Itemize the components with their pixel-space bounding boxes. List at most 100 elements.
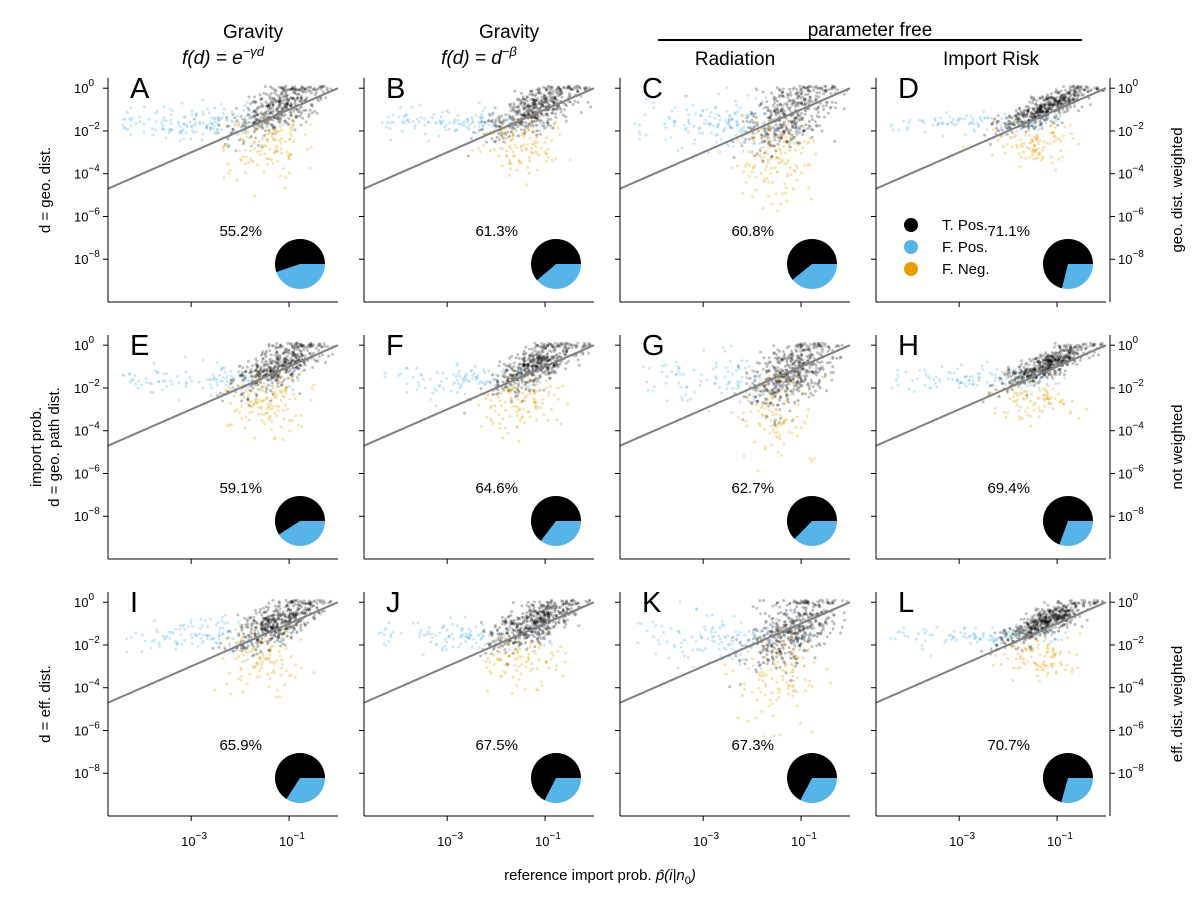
- data-point-false-positive: [385, 125, 388, 129]
- data-point-false-positive: [672, 119, 676, 123]
- data-point-false-negative: [775, 170, 779, 174]
- data-point-false-negative: [278, 139, 282, 143]
- data-point-true-positive: [562, 108, 566, 112]
- data-point-true-positive: [542, 121, 546, 125]
- data-point-false-negative: [275, 393, 279, 397]
- data-point-false-negative: [768, 431, 772, 435]
- data-point-false-positive: [182, 137, 186, 141]
- data-point-false-positive: [205, 126, 209, 130]
- data-point-false-negative: [286, 407, 290, 411]
- data-point-true-positive: [776, 99, 780, 103]
- data-point-false-negative: [242, 395, 246, 399]
- data-point-false-negative: [812, 139, 816, 143]
- data-point-false-positive: [418, 103, 422, 107]
- data-point-false-negative: [534, 404, 538, 408]
- data-point-false-negative: [286, 120, 289, 124]
- data-point-false-positive: [687, 113, 691, 117]
- data-point-false-negative: [244, 171, 248, 175]
- data-point-true-positive: [251, 100, 255, 104]
- data-point-false-positive: [271, 124, 275, 128]
- data-point-true-positive: [763, 402, 767, 406]
- data-point-true-positive: [825, 100, 829, 104]
- data-point-true-positive: [514, 110, 518, 113]
- data-point-true-positive: [269, 111, 273, 115]
- data-point-false-positive: [669, 136, 673, 140]
- data-point-true-positive: [767, 356, 771, 360]
- data-point-false-negative: [274, 396, 278, 400]
- data-point-false-negative: [545, 386, 549, 390]
- data-point-true-positive: [306, 349, 310, 353]
- data-point-false-negative: [271, 161, 275, 165]
- data-point-false-negative: [751, 167, 755, 170]
- data-point-true-positive: [278, 101, 281, 105]
- data-point-true-positive: [1045, 118, 1049, 122]
- data-point-false-positive: [963, 117, 966, 121]
- data-point-true-positive: [272, 97, 276, 101]
- data-point-false-positive: [185, 382, 189, 386]
- data-point-true-positive: [226, 124, 230, 128]
- data-point-true-positive: [259, 353, 263, 357]
- data-point-false-negative: [508, 414, 512, 418]
- data-point-true-positive: [253, 95, 256, 99]
- data-point-false-positive: [444, 128, 448, 132]
- pie-percent-label: 64.6%: [475, 480, 518, 497]
- data-point-false-positive: [189, 125, 193, 129]
- data-point-false-positive: [404, 113, 408, 117]
- data-point-true-positive: [280, 107, 284, 111]
- data-point-true-positive: [303, 87, 307, 91]
- data-point-false-positive: [673, 106, 677, 110]
- data-point-false-positive: [403, 121, 407, 125]
- data-point-true-positive: [486, 119, 490, 123]
- data-point-true-positive: [296, 114, 300, 118]
- data-point-false-negative: [549, 407, 553, 411]
- data-point-false-negative: [486, 393, 490, 397]
- data-point-true-positive: [762, 127, 766, 131]
- data-point-false-negative: [280, 128, 284, 132]
- data-point-true-positive: [308, 108, 312, 112]
- data-point-true-positive: [523, 102, 527, 106]
- data-point-false-positive: [423, 386, 427, 390]
- data-point-true-positive: [1042, 104, 1045, 108]
- data-point-false-positive: [169, 113, 173, 117]
- data-point-false-positive: [170, 128, 174, 132]
- data-point-false-positive: [218, 373, 222, 377]
- data-point-true-positive: [534, 93, 538, 97]
- data-point-false-negative: [1010, 145, 1014, 149]
- data-point-false-negative: [765, 176, 769, 180]
- data-point-false-positive: [734, 369, 738, 373]
- data-point-false-negative: [750, 170, 754, 174]
- data-point-true-positive: [276, 381, 280, 385]
- data-point-true-positive: [533, 341, 537, 345]
- data-point-true-positive: [539, 364, 543, 368]
- data-point-false-negative: [511, 137, 515, 141]
- y-tick-label-right: 10−6: [1118, 206, 1144, 224]
- data-point-false-positive: [150, 127, 154, 131]
- data-point-true-positive: [259, 116, 263, 120]
- data-point-false-positive: [204, 126, 208, 130]
- data-point-false-positive: [752, 398, 756, 402]
- data-point-false-positive: [736, 110, 740, 114]
- data-point-true-positive: [495, 379, 499, 383]
- data-point-false-negative: [235, 178, 239, 182]
- data-point-false-positive: [441, 371, 445, 375]
- data-point-true-positive: [269, 85, 272, 89]
- data-point-true-positive: [583, 344, 587, 348]
- data-point-true-positive: [284, 93, 288, 97]
- data-point-false-negative: [283, 186, 287, 190]
- panel-letter-E: E: [130, 330, 149, 362]
- data-point-true-positive: [745, 382, 749, 386]
- data-point-true-positive: [794, 126, 798, 130]
- data-point-false-negative: [1068, 123, 1072, 127]
- data-point-true-positive: [534, 377, 538, 381]
- data-point-false-negative: [1054, 168, 1057, 172]
- data-point-true-positive: [745, 116, 749, 120]
- data-point-true-positive: [779, 126, 783, 130]
- y-tick-label-exp: −4: [88, 164, 100, 175]
- data-point-false-positive: [946, 122, 950, 126]
- data-point-false-negative: [769, 166, 773, 170]
- data-point-false-positive: [229, 370, 233, 373]
- data-point-true-positive: [505, 118, 509, 122]
- data-point-true-positive: [512, 102, 516, 106]
- data-point-true-positive: [246, 106, 250, 110]
- data-point-true-positive: [829, 371, 833, 374]
